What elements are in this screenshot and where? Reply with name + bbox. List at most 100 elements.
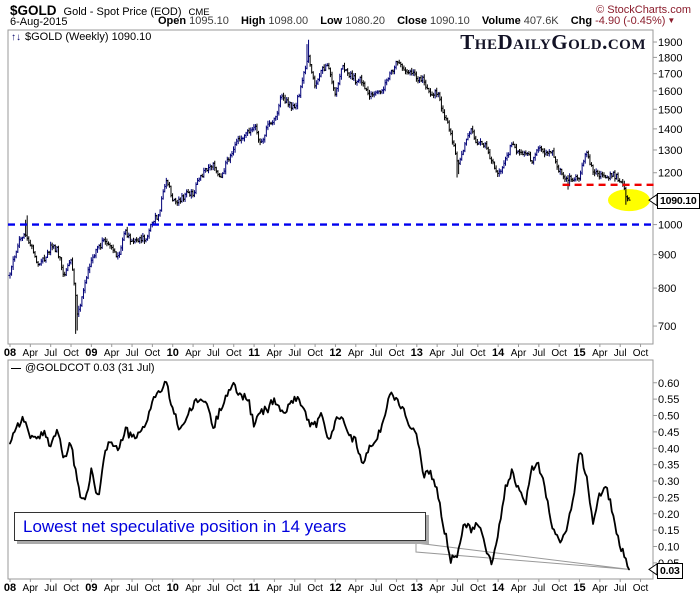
open-value: 1095.10 <box>189 15 229 27</box>
line-style-icon: — <box>11 363 21 374</box>
svg-text:Oct: Oct <box>307 583 323 594</box>
svg-text:Apr: Apr <box>23 583 39 594</box>
svg-text:0.30: 0.30 <box>658 476 679 488</box>
close-label: Close <box>397 15 428 27</box>
svg-text:Jul: Jul <box>126 583 139 594</box>
svg-text:0.10: 0.10 <box>658 542 679 554</box>
low-value: 1080.20 <box>345 15 385 27</box>
svg-text:1400: 1400 <box>658 124 682 136</box>
svg-text:Jul: Jul <box>614 583 627 594</box>
price-chart-legend: ↑↓ $GOLD (Weekly) 1090.10 <box>11 31 151 43</box>
svg-text:11: 11 <box>248 582 260 594</box>
svg-text:Apr: Apr <box>104 583 120 594</box>
svg-text:0.60: 0.60 <box>658 378 679 390</box>
chg-down-arrow-icon: ▼ <box>667 16 676 25</box>
svg-text:08: 08 <box>4 582 16 594</box>
svg-text:Oct: Oct <box>389 348 405 359</box>
annotation-box: Lowest net speculative position in 14 ye… <box>14 512 426 541</box>
exchange: CME <box>188 7 210 18</box>
svg-text:0.15: 0.15 <box>658 525 679 537</box>
svg-text:15: 15 <box>573 347 585 359</box>
svg-text:Oct: Oct <box>633 348 649 359</box>
svg-text:Jul: Jul <box>451 583 464 594</box>
svg-text:Apr: Apr <box>592 583 608 594</box>
svg-text:Oct: Oct <box>389 583 405 594</box>
svg-text:0.35: 0.35 <box>658 460 679 472</box>
svg-text:Jul: Jul <box>207 348 220 359</box>
svg-text:Oct: Oct <box>470 348 486 359</box>
svg-text:1500: 1500 <box>658 104 682 116</box>
svg-text:12: 12 <box>329 582 341 594</box>
chart-header: $GOLD Gold - Spot Price (EOD) CME <box>10 2 210 20</box>
svg-text:Jul: Jul <box>614 348 627 359</box>
svg-text:Jul: Jul <box>288 583 301 594</box>
open-label: Open <box>158 15 187 27</box>
svg-text:1800: 1800 <box>658 52 682 64</box>
svg-text:Apr: Apr <box>267 348 283 359</box>
price-legend-label: $GOLD (Weekly) 1090.10 <box>25 31 152 43</box>
svg-text:Apr: Apr <box>185 583 201 594</box>
low-label: Low <box>320 15 343 27</box>
svg-text:Jul: Jul <box>370 348 383 359</box>
svg-text:Oct: Oct <box>633 583 649 594</box>
svg-text:09: 09 <box>85 582 97 594</box>
svg-text:Oct: Oct <box>226 583 242 594</box>
svg-text:Jul: Jul <box>44 583 57 594</box>
svg-text:13: 13 <box>411 347 423 359</box>
svg-text:1300: 1300 <box>658 145 682 157</box>
svg-text:15: 15 <box>573 582 585 594</box>
svg-text:Oct: Oct <box>63 348 79 359</box>
svg-text:Oct: Oct <box>63 583 79 594</box>
svg-text:Jul: Jul <box>288 348 301 359</box>
volume-label: Volume <box>481 15 521 27</box>
svg-text:0.20: 0.20 <box>658 509 679 521</box>
chg-value: -4.90 (-0.45%) <box>595 15 666 27</box>
chg-label: Chg <box>570 15 593 27</box>
svg-text:1600: 1600 <box>658 86 682 98</box>
svg-text:800: 800 <box>658 283 676 295</box>
svg-text:1000: 1000 <box>658 220 682 232</box>
svg-text:Jul: Jul <box>370 583 383 594</box>
cot-legend-label: @GOLDCOT 0.03 (31 Jul) <box>25 362 155 374</box>
svg-text:Oct: Oct <box>145 348 161 359</box>
svg-text:Apr: Apr <box>511 348 527 359</box>
svg-text:13: 13 <box>411 582 423 594</box>
cot-value-callout: 0.03 <box>657 563 683 579</box>
svg-text:Oct: Oct <box>226 348 242 359</box>
svg-text:Jul: Jul <box>532 583 545 594</box>
svg-text:Apr: Apr <box>348 348 364 359</box>
svg-text:0.45: 0.45 <box>658 427 679 439</box>
svg-text:1900: 1900 <box>658 37 682 49</box>
quote-date: 6-Aug-2015 <box>10 16 68 28</box>
svg-text:Jul: Jul <box>532 348 545 359</box>
high-value: 1098.00 <box>268 15 309 27</box>
thedailygold-watermark: TheDailyGold.com <box>460 30 646 54</box>
svg-text:09: 09 <box>85 347 97 359</box>
high-label: High <box>240 15 266 27</box>
svg-text:1200: 1200 <box>658 168 682 180</box>
svg-text:0.50: 0.50 <box>658 411 679 423</box>
svg-text:Apr: Apr <box>348 583 364 594</box>
svg-text:10: 10 <box>167 582 179 594</box>
svg-text:Oct: Oct <box>145 583 161 594</box>
svg-text:Apr: Apr <box>185 348 201 359</box>
svg-text:08: 08 <box>4 347 16 359</box>
svg-text:Apr: Apr <box>429 348 445 359</box>
last-price-callout: 1090.10 <box>657 193 700 209</box>
stockcharts-copyright: © StockCharts.com <box>596 4 691 16</box>
svg-text:Jul: Jul <box>44 348 57 359</box>
svg-text:1700: 1700 <box>658 69 682 81</box>
svg-text:Oct: Oct <box>551 583 567 594</box>
svg-text:Apr: Apr <box>23 348 39 359</box>
svg-text:0.25: 0.25 <box>658 492 679 504</box>
svg-text:Apr: Apr <box>104 348 120 359</box>
symbol: $GOLD <box>10 3 57 18</box>
svg-text:0.40: 0.40 <box>658 443 679 455</box>
svg-text:Apr: Apr <box>267 583 283 594</box>
svg-text:12: 12 <box>329 347 341 359</box>
quote-strip: Open 1095.10 High 1098.00 Low 1080.20 Close… <box>158 15 675 27</box>
close-value: 1090.10 <box>430 15 470 27</box>
svg-text:0.55: 0.55 <box>658 394 679 406</box>
